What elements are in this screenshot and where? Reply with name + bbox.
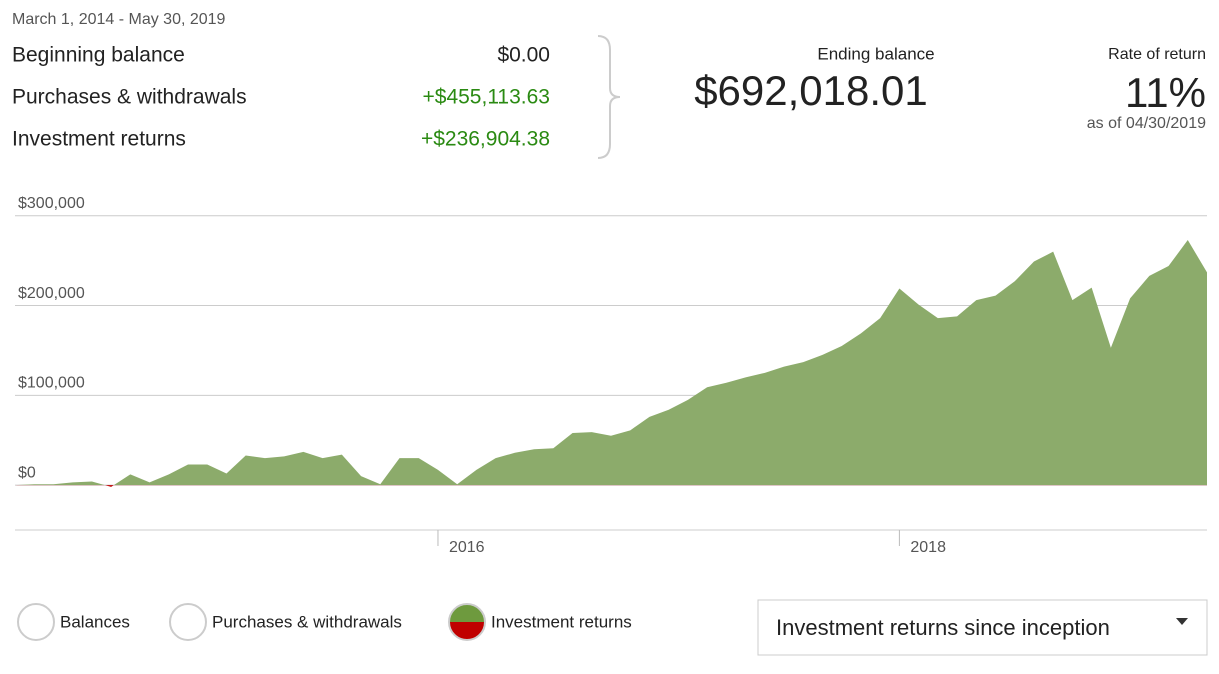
dropdown-label[interactable]: Investment returns since inception xyxy=(776,615,1110,640)
toggle-circle[interactable] xyxy=(169,603,207,641)
date-range: March 1, 2014 - May 30, 2019 xyxy=(12,11,226,28)
rate: 11% xyxy=(1125,69,1206,116)
toggle-label[interactable]: Investment returns xyxy=(491,612,632,631)
brace xyxy=(597,35,621,159)
y-tick-label: $100,000 xyxy=(18,375,85,392)
dropdown[interactable] xyxy=(757,599,1208,656)
chart: $0 $100,000 $200,000 $300,000 2016 2018 xyxy=(15,195,1207,556)
rate-label: Rate of return xyxy=(1108,46,1206,63)
row-label: Investment returns xyxy=(12,128,186,151)
toggle-label[interactable]: Balances xyxy=(60,612,130,631)
row-label: Beginning balance xyxy=(12,44,185,67)
row-value: +$455,113.63 xyxy=(423,86,551,109)
y-tick-label: $300,000 xyxy=(18,195,85,212)
row-value: $0.00 xyxy=(497,44,550,67)
dropdown-arrow[interactable] xyxy=(1176,618,1188,625)
as-of: as of 04/30/2019 xyxy=(1087,115,1206,132)
x-tick-label: 2018 xyxy=(910,539,946,556)
ending-label: Ending balance xyxy=(817,44,934,63)
y-tick-label: $200,000 xyxy=(18,285,85,302)
row-label: Purchases & withdrawals xyxy=(12,86,247,109)
toggle-half-green[interactable] xyxy=(449,604,485,622)
x-tick-label: 2016 xyxy=(449,539,485,556)
toggle-circle[interactable] xyxy=(17,603,55,641)
toggle-half-red[interactable] xyxy=(449,622,485,640)
y-tick-label: $0 xyxy=(18,464,36,481)
row-value: +$236,904.38 xyxy=(421,128,550,151)
toggle-circle[interactable] xyxy=(448,603,486,641)
toggle-label[interactable]: Purchases & withdrawals xyxy=(212,612,402,631)
ending-balance: $692,018.01 xyxy=(694,67,928,114)
area xyxy=(15,240,1207,487)
